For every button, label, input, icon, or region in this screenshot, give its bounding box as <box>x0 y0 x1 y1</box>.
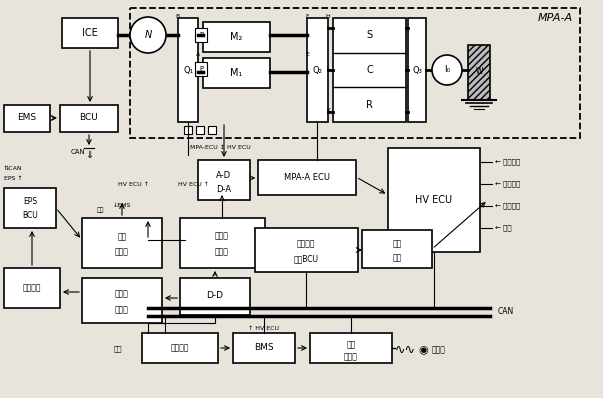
Text: F: F <box>305 14 309 18</box>
FancyBboxPatch shape <box>203 22 270 52</box>
FancyBboxPatch shape <box>4 268 60 308</box>
Text: 充电器: 充电器 <box>344 353 358 361</box>
Text: ⇅CAN: ⇅CAN <box>4 166 23 170</box>
Text: B: B <box>176 14 180 18</box>
Text: ← 档位开关: ← 档位开关 <box>495 181 520 187</box>
FancyBboxPatch shape <box>178 18 198 122</box>
Text: 踏板: 踏板 <box>393 254 402 263</box>
FancyBboxPatch shape <box>208 126 216 134</box>
Text: 低压蓄: 低压蓄 <box>115 289 129 298</box>
FancyBboxPatch shape <box>180 218 265 268</box>
FancyBboxPatch shape <box>180 278 250 315</box>
Text: P: P <box>199 66 203 72</box>
FancyBboxPatch shape <box>255 228 358 272</box>
Text: ↑ HV ECU: ↑ HV ECU <box>248 326 280 330</box>
Text: ← 车速: ← 车速 <box>495 225 511 231</box>
Text: ◉: ◉ <box>418 345 428 355</box>
FancyBboxPatch shape <box>198 160 250 200</box>
Text: BMS: BMS <box>254 343 274 353</box>
Text: I₀: I₀ <box>444 66 450 74</box>
Text: MPA-ECU ↕ HV ECU: MPA-ECU ↕ HV ECU <box>190 144 251 150</box>
Text: 制动: 制动 <box>393 240 402 248</box>
Text: ← 加速踏板: ← 加速踏板 <box>495 159 520 165</box>
Text: EPS ↑: EPS ↑ <box>4 176 23 181</box>
FancyBboxPatch shape <box>82 278 162 323</box>
Text: EPS: EPS <box>23 197 37 205</box>
Text: 外电网: 外电网 <box>432 345 446 355</box>
FancyBboxPatch shape <box>62 18 118 48</box>
Text: C: C <box>366 65 373 75</box>
FancyBboxPatch shape <box>142 333 218 363</box>
Text: Q₃: Q₃ <box>412 66 422 74</box>
Text: 侧动防滑: 侧动防滑 <box>297 240 315 248</box>
Text: K: K <box>326 107 330 113</box>
FancyBboxPatch shape <box>333 18 406 122</box>
Text: D-A: D-A <box>216 185 232 195</box>
Text: HV ECU ↑: HV ECU ↑ <box>178 183 209 187</box>
Text: ⇓: ⇓ <box>85 150 93 160</box>
FancyBboxPatch shape <box>203 58 270 88</box>
Text: CAN: CAN <box>71 149 86 155</box>
Text: 空调: 空调 <box>118 232 127 242</box>
FancyBboxPatch shape <box>60 105 118 132</box>
FancyBboxPatch shape <box>4 105 50 132</box>
Text: N: N <box>144 30 151 40</box>
Text: EMS: EMS <box>17 113 37 123</box>
Text: A: A <box>196 51 200 57</box>
Text: D-D: D-D <box>206 291 224 300</box>
Text: 空调: 空调 <box>96 207 104 213</box>
Text: MPA-A ECU: MPA-A ECU <box>284 172 330 181</box>
Text: 光缆: 光缆 <box>114 346 122 352</box>
Text: MPA-A: MPA-A <box>537 13 573 23</box>
FancyBboxPatch shape <box>388 148 480 252</box>
Text: S: S <box>367 30 373 40</box>
Text: 光伏电池: 光伏电池 <box>171 343 189 353</box>
Text: 高压蓄: 高压蓄 <box>215 232 229 240</box>
FancyBboxPatch shape <box>195 62 207 76</box>
Text: HV ECU ↑: HV ECU ↑ <box>118 183 149 187</box>
Text: M₂: M₂ <box>230 32 242 42</box>
Text: H: H <box>326 14 330 18</box>
FancyBboxPatch shape <box>184 126 192 134</box>
Text: ∿∿: ∿∿ <box>395 343 416 357</box>
FancyBboxPatch shape <box>82 218 162 268</box>
Text: E: E <box>305 51 309 57</box>
FancyBboxPatch shape <box>4 188 56 228</box>
FancyBboxPatch shape <box>310 333 392 363</box>
Text: P: P <box>199 32 203 38</box>
Text: R: R <box>366 100 373 109</box>
Text: CAN: CAN <box>498 308 514 316</box>
Text: BCU: BCU <box>22 211 38 220</box>
Text: Q₂: Q₂ <box>312 66 322 74</box>
Text: 电池组: 电池组 <box>115 306 129 314</box>
Text: 车载: 车载 <box>346 341 356 349</box>
Text: M₁: M₁ <box>230 68 242 78</box>
Text: Q₁: Q₁ <box>183 66 193 74</box>
Text: ← 模式切换: ← 模式切换 <box>495 203 520 209</box>
Text: BCU: BCU <box>80 113 98 123</box>
Circle shape <box>130 17 166 53</box>
Text: 控制BCU: 控制BCU <box>294 254 318 263</box>
FancyBboxPatch shape <box>408 18 426 122</box>
Text: ↓EMS: ↓EMS <box>113 203 131 207</box>
Text: W: W <box>475 68 483 76</box>
Text: 车载电器: 车载电器 <box>23 283 41 293</box>
Text: L: L <box>326 66 330 70</box>
FancyBboxPatch shape <box>468 45 490 100</box>
FancyBboxPatch shape <box>362 230 432 268</box>
Text: 电池组: 电池组 <box>215 248 229 256</box>
FancyBboxPatch shape <box>258 160 356 195</box>
FancyBboxPatch shape <box>307 18 328 122</box>
Text: HV ECU: HV ECU <box>415 195 453 205</box>
FancyBboxPatch shape <box>195 28 207 42</box>
Circle shape <box>432 55 462 85</box>
Text: A-D: A-D <box>216 170 232 179</box>
Text: 变频器: 变频器 <box>115 248 129 256</box>
FancyBboxPatch shape <box>233 333 295 363</box>
Text: ICE: ICE <box>82 28 98 38</box>
FancyBboxPatch shape <box>196 126 204 134</box>
